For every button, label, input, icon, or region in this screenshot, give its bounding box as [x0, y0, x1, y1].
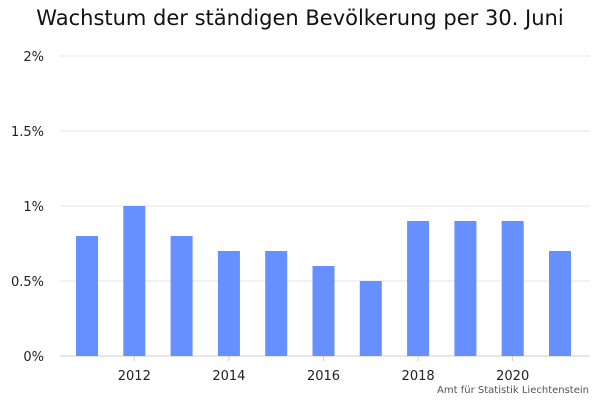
- x-tick-label: 2018: [402, 369, 435, 384]
- bar: [549, 251, 571, 356]
- bar: [265, 251, 288, 356]
- x-tick-label: 2012: [118, 369, 151, 384]
- bar: [501, 221, 524, 356]
- bars: [76, 206, 571, 356]
- bar: [76, 236, 98, 356]
- y-tick-label: 0%: [23, 350, 44, 365]
- x-tick-label: 2014: [212, 369, 245, 384]
- bar: [123, 206, 146, 356]
- x-tick-label: 2020: [496, 369, 529, 384]
- chart-title: Wachstum der ständigen Bevölkerung per 3…: [36, 6, 564, 30]
- y-tick-label: 1%: [23, 200, 44, 215]
- y-tick-label: 1.5%: [11, 125, 44, 140]
- y-tick-label: 0.5%: [11, 275, 44, 290]
- bar: [217, 251, 240, 356]
- y-axis: 0% 0.5% 1% 1.5% 2%: [11, 50, 44, 365]
- x-tick-label: 2016: [307, 369, 340, 384]
- bar: [454, 221, 477, 356]
- bar: [170, 236, 193, 356]
- bar: [312, 266, 335, 356]
- x-axis: 2012 2014 2016 2018 2020: [118, 356, 529, 384]
- bar: [359, 281, 382, 356]
- source-note: Amt für Statistik Liechtenstein: [437, 385, 589, 396]
- bar: [407, 221, 430, 356]
- y-tick-label: 2%: [23, 50, 44, 65]
